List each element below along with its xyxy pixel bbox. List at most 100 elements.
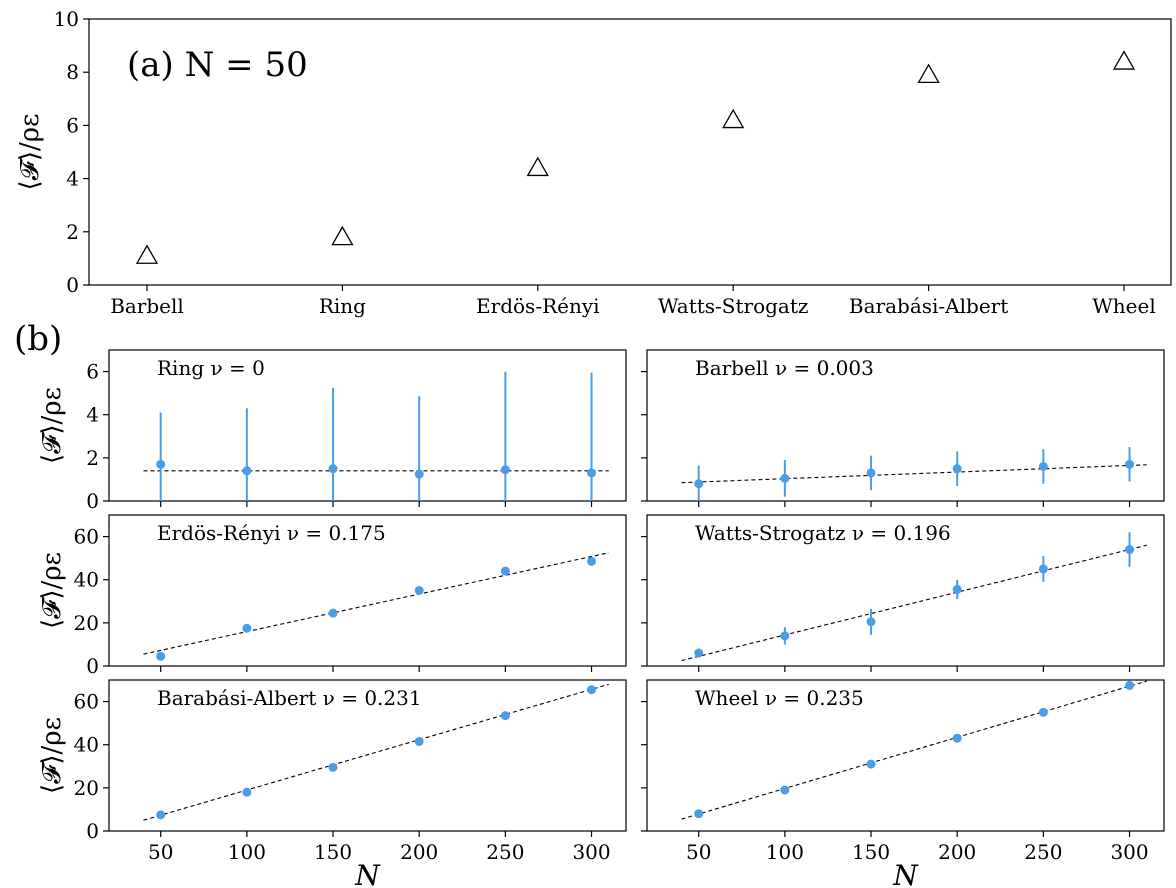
x-tick-label: 150: [852, 840, 890, 864]
data-point: [500, 711, 510, 721]
y-axis-label: ⟨𝓕⟩/ρε: [37, 387, 67, 464]
panel-annotation: Wheel ν = 0.235: [695, 686, 864, 710]
data-point: [414, 469, 424, 479]
y-axis-label: ⟨𝓕⟩/ρε: [37, 717, 67, 794]
panel-annotation: Watts-Strogatz ν = 0.196: [695, 521, 951, 545]
y-tick-label: 6: [66, 113, 79, 137]
y-tick-label: 20: [74, 776, 99, 800]
chart-b1: 0 2 4 6 Ring ν = 0 ⟨𝓕⟩/ρε: [37, 349, 627, 513]
fit-line: [681, 680, 1147, 820]
chart-b5: 0 20 40 60 50 100 150 200 250 300 Barabási-Albert …: [37, 679, 627, 888]
data-point: [866, 617, 876, 627]
data-point: [328, 464, 338, 474]
axes-frame-b3: [108, 514, 627, 667]
data-point: [587, 556, 597, 566]
x-tick-label: 300: [572, 840, 610, 864]
y-tick-label: 0: [86, 819, 99, 843]
x-tick-label: 250: [486, 840, 524, 864]
y-tick-label: 10: [54, 7, 79, 31]
data-point: [156, 459, 166, 469]
data-point: [414, 736, 424, 746]
panel-annotation: Barbell ν = 0.003: [695, 356, 874, 380]
panel-annotation: Ring ν = 0: [157, 356, 265, 380]
data-point: [414, 586, 424, 595]
panel-annotation: Barabási-Albert ν = 0.231: [157, 686, 422, 710]
axes-frame-a: [88, 18, 1172, 286]
data-point: [866, 468, 876, 478]
y-tick-label: 40: [74, 733, 99, 757]
data-point: [694, 648, 704, 658]
data-point: [694, 809, 704, 819]
data-point: [694, 479, 704, 489]
y-tick-label: 60: [74, 690, 99, 714]
y-tick-label: 4: [86, 403, 99, 427]
axes-frame-b4: [646, 514, 1165, 667]
x-tick-label: 200: [938, 840, 976, 864]
panel-a-annotation: (a) N = 50: [127, 45, 308, 85]
data-point: [952, 464, 962, 474]
chart-a: 0 2 4 6 8 10 Barbell Ring Erdös-Rényi Watts-Strog…: [15, 7, 1172, 318]
data-point: [1038, 707, 1048, 717]
y-tick-label: 0: [66, 273, 79, 297]
x-tick-label: Ring: [319, 294, 366, 318]
data-point: [500, 566, 510, 576]
data-point: [952, 733, 962, 743]
chart-b4: Watts-Strogatz ν = 0.196: [641, 514, 1165, 672]
x-tick-label: Barabási-Albert: [849, 294, 1008, 318]
fit-line: [143, 552, 609, 655]
fit-line: [681, 464, 1147, 484]
x-tick-label: 100: [228, 840, 266, 864]
data-point: [780, 785, 790, 795]
data-point: [587, 685, 597, 695]
data-marker-triangle: [135, 244, 159, 264]
data-marker-triangle: [1112, 50, 1136, 70]
data-marker-triangle: [917, 63, 940, 84]
data-point: [328, 762, 338, 772]
y-tick-label: 4: [66, 167, 79, 191]
x-tick-label: Wheel: [1092, 294, 1156, 318]
data-point: [1038, 461, 1048, 471]
y-tick-label: 2: [86, 446, 99, 470]
fit-line: [143, 683, 609, 821]
fit-line: [681, 544, 1147, 662]
data-marker-triangle: [722, 108, 745, 129]
x-tick-label: 100: [766, 840, 804, 864]
data-point: [780, 473, 790, 483]
data-point: [952, 584, 962, 594]
x-axis-label: N: [354, 859, 381, 888]
x-tick-label: 50: [686, 840, 711, 864]
y-tick-label: 20: [74, 611, 99, 635]
axes-frame-b6: [646, 679, 1165, 832]
panel-b-label: (b): [14, 319, 62, 359]
x-axis-label: N: [892, 859, 919, 888]
y-tick-label: 60: [74, 525, 99, 549]
chart-b3: 0 20 40 60 Erdös-Rényi ν = 0.175 ⟨𝓕⟩/ρε: [37, 514, 627, 678]
data-point: [1038, 564, 1048, 574]
y-axis-label: ⟨𝓕⟩/ρε: [37, 552, 67, 629]
data-point: [780, 631, 790, 641]
y-tick-label: 40: [74, 568, 99, 592]
axes-frame-b2: [646, 349, 1165, 502]
data-point: [156, 651, 166, 661]
axes-frame-b1: [108, 349, 627, 502]
data-point: [587, 468, 597, 478]
x-tick-label: Barbell: [110, 294, 184, 318]
data-point: [1125, 680, 1135, 690]
x-tick-label: 200: [400, 840, 438, 864]
data-marker-triangle: [526, 156, 549, 177]
axes-frame-b5: [108, 679, 627, 832]
data-marker-triangle: [331, 225, 354, 246]
x-tick-label: 250: [1024, 840, 1062, 864]
chart-b2: Barbell ν = 0.003: [641, 349, 1165, 507]
data-point: [242, 623, 252, 633]
data-point: [1125, 459, 1135, 469]
y-tick-label: 0: [86, 489, 99, 513]
data-point: [866, 759, 876, 769]
x-tick-label: 150: [314, 840, 352, 864]
data-point: [1125, 545, 1135, 555]
y-tick-label: 8: [66, 60, 79, 84]
panel-annotation: Erdös-Rényi ν = 0.175: [157, 521, 386, 545]
x-tick-label: Watts-Strogatz: [658, 294, 808, 318]
data-point: [242, 466, 252, 476]
